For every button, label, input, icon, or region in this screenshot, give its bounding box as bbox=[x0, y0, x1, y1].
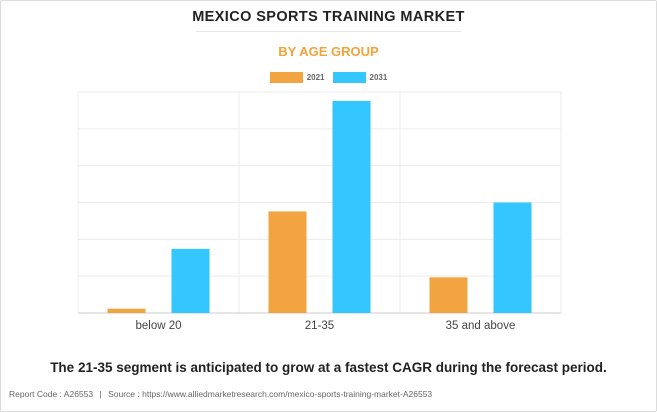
footer: Report Code : A26553 | Source : https://… bbox=[9, 389, 432, 399]
legend-swatch-2031 bbox=[332, 72, 366, 83]
legend-label-2021: 2021 bbox=[306, 73, 325, 82]
bar-2031-35-and-above bbox=[493, 202, 532, 313]
x-tick-label: below 20 bbox=[135, 320, 181, 332]
report-code: Report Code : A26553 bbox=[9, 389, 94, 399]
footer-separator: | bbox=[99, 389, 102, 399]
chart-title: MEXICO SPORTS TRAINING MARKET bbox=[192, 9, 465, 25]
title-divider bbox=[196, 31, 461, 32]
bar-2021-21-35 bbox=[268, 211, 307, 313]
legend-label-2031: 2031 bbox=[369, 73, 388, 82]
bar-2021-below-20 bbox=[107, 308, 146, 313]
bar-2021-35-and-above bbox=[429, 277, 468, 313]
bar-2031-below-20 bbox=[171, 248, 210, 313]
chart-subtitle: BY AGE GROUP bbox=[278, 44, 379, 59]
legend: 2021 2031 bbox=[0, 72, 657, 83]
legend-item-2021[interactable]: 2021 bbox=[269, 72, 325, 83]
legend-item-2031[interactable]: 2031 bbox=[332, 72, 388, 83]
x-tick-label: 21-35 bbox=[305, 320, 334, 332]
x-tick-label: 35 and above bbox=[446, 320, 516, 332]
source-link[interactable]: Source : https://www.alliedmarketresearc… bbox=[108, 389, 433, 399]
chart-caption: The 21-35 segment is anticipated to grow… bbox=[50, 360, 607, 375]
legend-swatch-2021 bbox=[269, 72, 303, 83]
bar-2031-21-35 bbox=[332, 100, 371, 314]
